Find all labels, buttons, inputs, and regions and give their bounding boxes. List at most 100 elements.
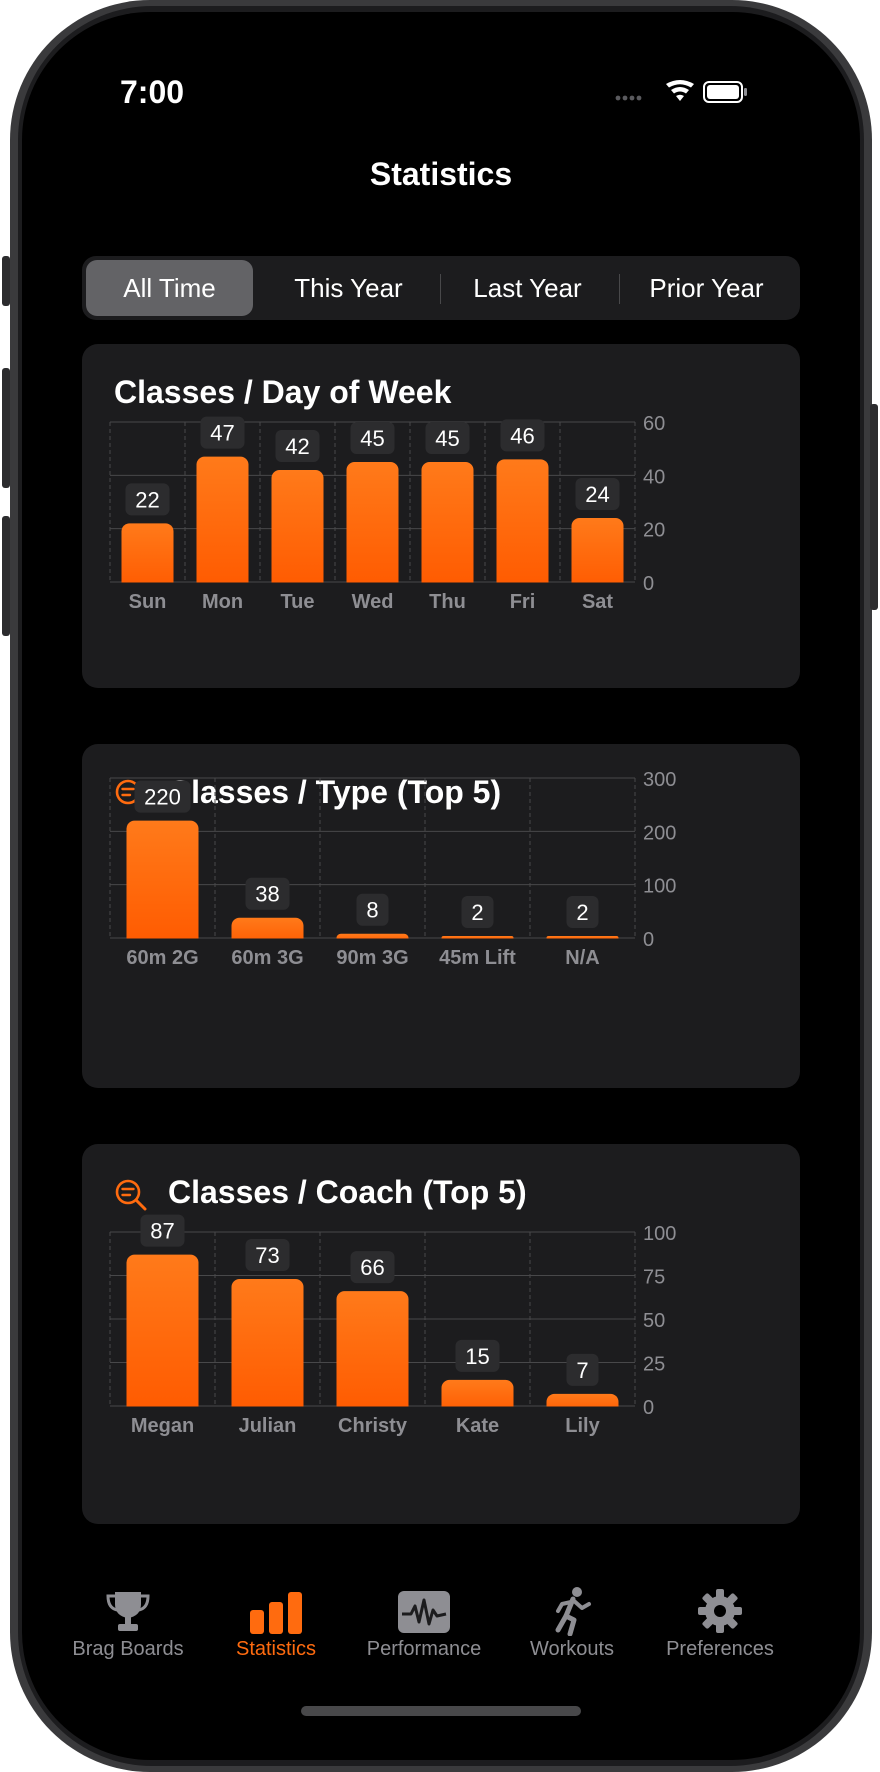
data-label-bg bbox=[134, 780, 191, 813]
waveform-monitor-icon bbox=[398, 1591, 450, 1633]
y-tick-label: 60 bbox=[643, 413, 665, 435]
y-tick-label: 200 bbox=[643, 822, 676, 844]
category-label: Sun bbox=[129, 591, 167, 613]
data-label: 46 bbox=[510, 423, 534, 448]
bar bbox=[571, 518, 624, 590]
trophy-icon bbox=[106, 1592, 150, 1631]
data-label-bg bbox=[350, 1251, 395, 1284]
power-button bbox=[870, 404, 878, 610]
data-label: 2 bbox=[576, 900, 588, 925]
category-label: Thu bbox=[429, 591, 466, 613]
data-label-bg bbox=[356, 893, 389, 926]
segment-last-year[interactable]: Last Year bbox=[473, 272, 582, 303]
card-type: Classes / Type (Top 5) 0 100 200 300 220 60m … bbox=[82, 744, 800, 1088]
y-tick-label: 25 bbox=[643, 1354, 665, 1376]
data-label-bg bbox=[566, 1353, 599, 1386]
tab-brag-boards[interactable]: Brag Boards bbox=[48, 1560, 208, 1660]
segment-this-year[interactable]: This Year bbox=[294, 272, 403, 303]
tab-performance[interactable]: Performance bbox=[344, 1560, 504, 1660]
data-label-bg bbox=[245, 877, 290, 910]
data-label-bg bbox=[461, 896, 494, 928]
gear-icon bbox=[698, 1589, 742, 1633]
data-label-bg bbox=[500, 419, 545, 452]
volume-down-button bbox=[2, 516, 10, 636]
segment-divider bbox=[619, 274, 620, 304]
type-chart: 0 100 200 300 220 60m 2G 38 60m 3G 8 90m 3G 2 45m L… bbox=[109, 769, 676, 969]
status-time: 7:00 bbox=[120, 74, 185, 110]
category-label: 60m 2G bbox=[126, 947, 198, 969]
bar bbox=[346, 462, 399, 590]
tab-label: Performance bbox=[366, 1638, 482, 1660]
day-of-week-chart: 0 20 40 60 22 Sun 47 Mon 42 Tue 45 Wed 45 Thu 46 Fri 24 S… bbox=[109, 413, 665, 613]
y-tick-label: 100 bbox=[643, 1223, 676, 1245]
y-tick-label: 0 bbox=[643, 929, 654, 951]
tab-label: Statistics bbox=[235, 1638, 317, 1660]
category-label: Julian bbox=[239, 1415, 297, 1437]
data-label: 45 bbox=[435, 426, 459, 451]
y-tick-label: 100 bbox=[643, 876, 676, 898]
y-tick-label: 300 bbox=[643, 769, 676, 791]
data-label-bg bbox=[566, 896, 599, 928]
segment-divider bbox=[440, 274, 441, 304]
bar bbox=[496, 459, 549, 590]
baseline-mask bbox=[110, 1406, 635, 1417]
data-label-bg bbox=[455, 1339, 500, 1372]
data-label: 47 bbox=[210, 421, 234, 446]
data-label-bg bbox=[125, 483, 170, 516]
category-label: 45m Lift bbox=[439, 947, 516, 969]
y-tick-label: 75 bbox=[643, 1267, 665, 1289]
y-tick-label: 40 bbox=[643, 466, 665, 488]
y-tick-label: 50 bbox=[643, 1310, 665, 1332]
category-label: 60m 3G bbox=[231, 947, 303, 969]
category-label: Sat bbox=[582, 591, 613, 613]
data-label: 73 bbox=[255, 1243, 279, 1268]
running-figure-icon bbox=[555, 1587, 591, 1636]
bar bbox=[231, 1278, 304, 1414]
bar bbox=[126, 1254, 199, 1414]
status-icons bbox=[610, 78, 750, 108]
bar-chart-icon bbox=[250, 1592, 302, 1634]
silent-switch bbox=[2, 256, 10, 306]
tab-label: Workouts bbox=[529, 1638, 615, 1660]
cellular-dots-icon bbox=[615, 95, 642, 101]
data-label: 8 bbox=[366, 898, 378, 923]
bar bbox=[121, 523, 174, 590]
data-label: 66 bbox=[360, 1255, 384, 1280]
volume-up-button bbox=[2, 368, 10, 488]
segment-all-time[interactable]: All Time bbox=[86, 260, 253, 316]
data-label-bg bbox=[140, 1214, 185, 1247]
data-label: 15 bbox=[465, 1344, 489, 1369]
y-tick-label: 20 bbox=[643, 520, 665, 542]
data-label: 87 bbox=[150, 1219, 174, 1244]
segment-prior-year[interactable]: Prior Year bbox=[649, 272, 764, 303]
y-tick-label: 0 bbox=[643, 1397, 654, 1419]
bar bbox=[441, 1379, 514, 1414]
data-label: 7 bbox=[576, 1358, 588, 1383]
coach-chart: 0 25 50 75 100 87 Megan 73 Julian 66 Christy 15 Kate… bbox=[109, 1214, 676, 1437]
category-label: Wed bbox=[352, 591, 394, 613]
data-label-bg bbox=[200, 416, 245, 449]
data-label-bg bbox=[350, 422, 395, 454]
tab-statistics[interactable]: Statistics bbox=[196, 1560, 356, 1660]
data-label-bg bbox=[275, 430, 320, 462]
bar bbox=[126, 820, 199, 946]
category-label: Kate bbox=[456, 1415, 499, 1437]
data-label: 45 bbox=[360, 426, 384, 451]
screen: 7:00 Statistics All Time Th bbox=[22, 12, 860, 1760]
data-label-bg bbox=[575, 478, 620, 510]
data-label: 24 bbox=[585, 482, 609, 507]
bar bbox=[196, 456, 249, 590]
tab-preferences[interactable]: Preferences bbox=[640, 1560, 800, 1660]
bar bbox=[271, 470, 324, 590]
data-label-bg bbox=[245, 1238, 290, 1271]
card-title: Classes / Type (Top 5) bbox=[168, 774, 502, 810]
page-title: Statistics bbox=[369, 156, 513, 192]
magnifier-list-icon[interactable] bbox=[114, 1178, 148, 1212]
wifi-icon bbox=[666, 80, 694, 101]
tab-workouts[interactable]: Workouts bbox=[492, 1560, 652, 1660]
battery-icon bbox=[703, 81, 747, 103]
time-range-segmented-control: All Time This Year Last Year Prior Year bbox=[82, 256, 800, 320]
category-label: Megan bbox=[131, 1415, 194, 1437]
baseline-mask bbox=[110, 582, 635, 593]
tab-label: Preferences bbox=[666, 1638, 774, 1660]
